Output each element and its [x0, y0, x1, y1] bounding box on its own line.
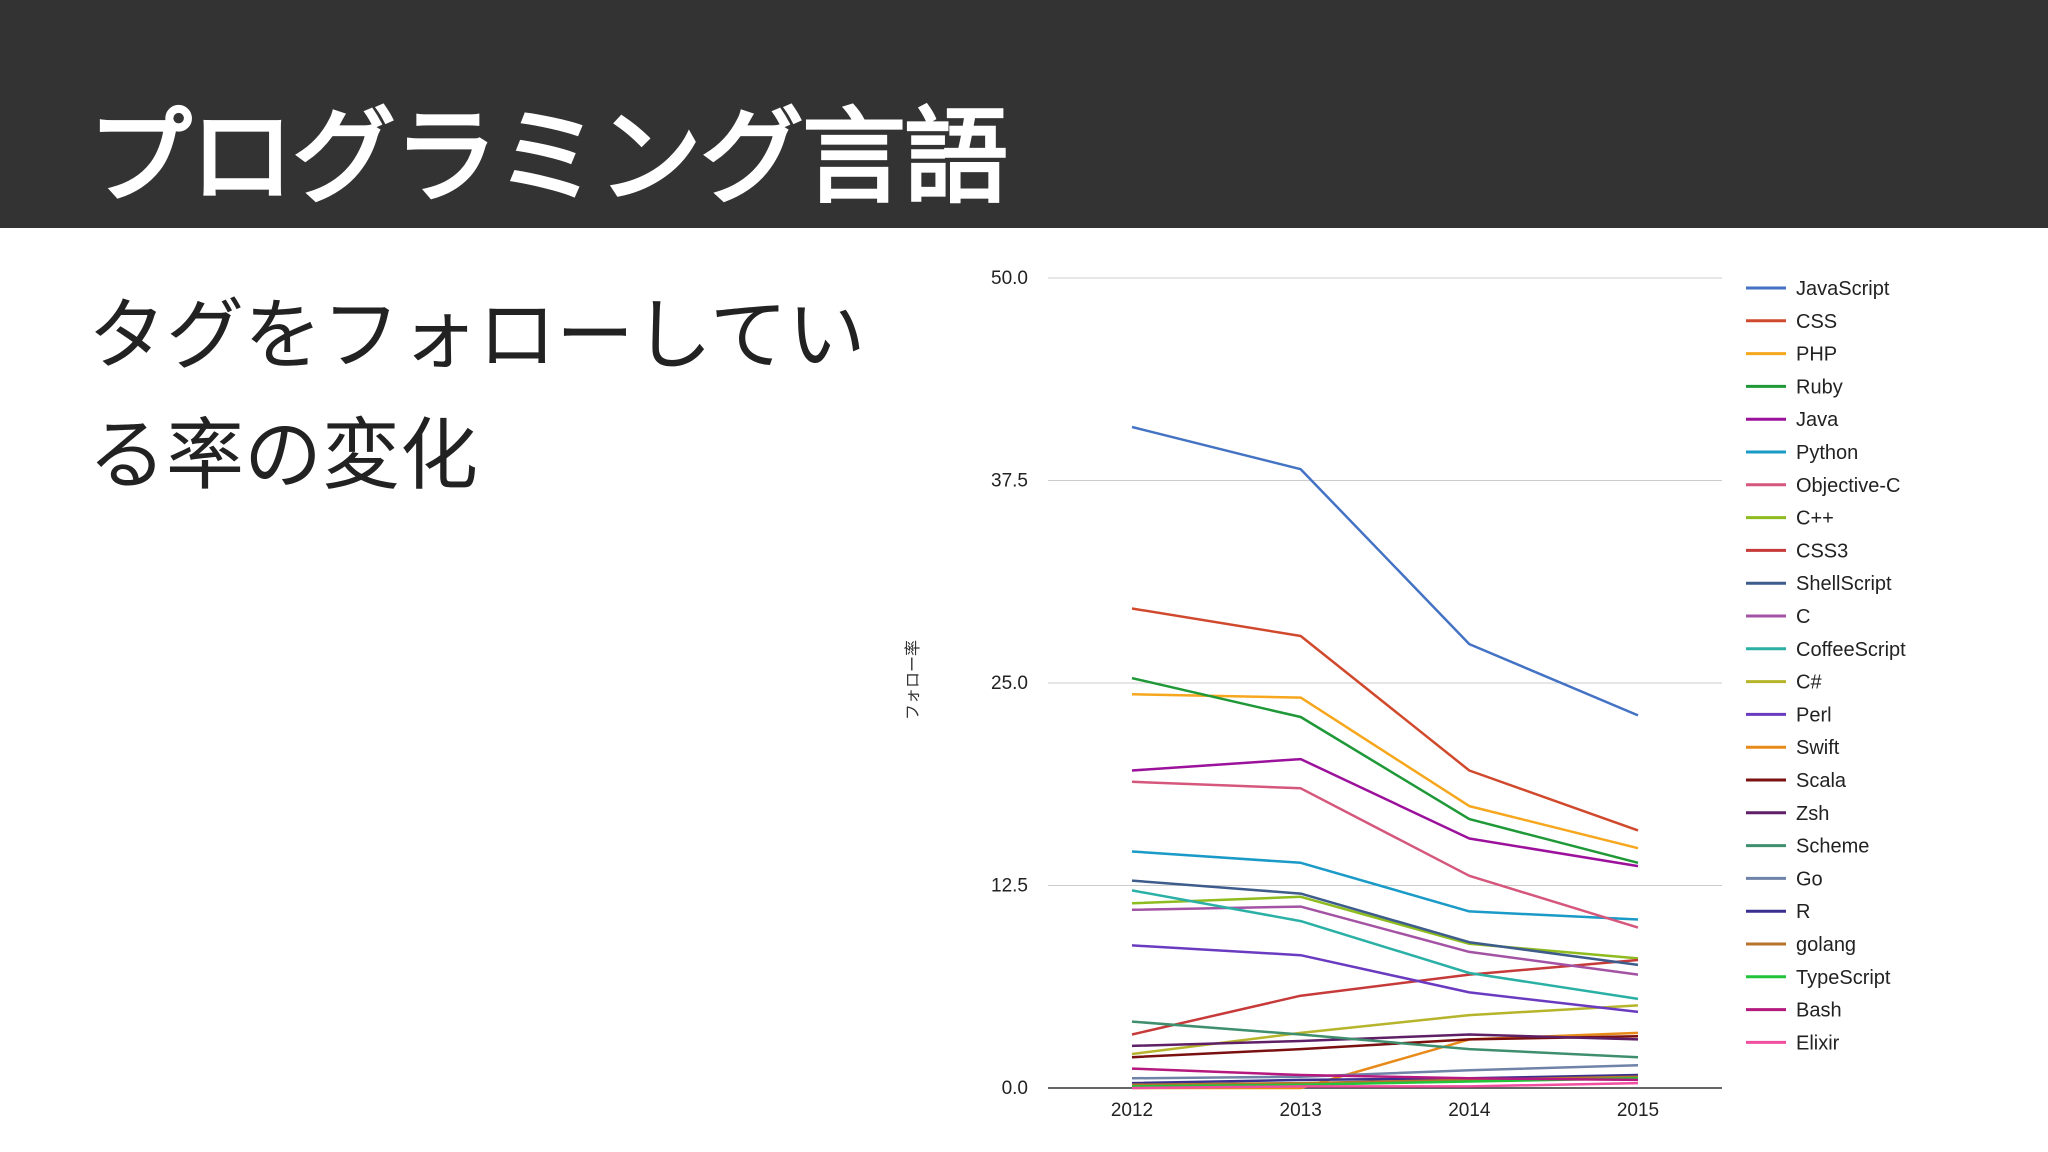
- legend-label: PHP: [1796, 344, 1837, 366]
- series-line: [1131, 1081, 1639, 1090]
- legend-label: R: [1796, 901, 1810, 923]
- series-line: [1131, 889, 1639, 1001]
- title-bar: プログラミング言語: [0, 0, 2048, 228]
- series-line: [1131, 425, 1639, 717]
- legend-label: Ruby: [1796, 376, 1843, 398]
- legend-label: Swift: [1796, 737, 1840, 759]
- series-line: [1131, 780, 1639, 929]
- legend-label: CoffeeScript: [1796, 639, 1906, 661]
- legend-label: Scala: [1796, 770, 1847, 792]
- legend-label: JavaScript: [1796, 278, 1890, 300]
- slide-subtitle: タグをフォローしてい る率の変化: [88, 276, 888, 516]
- series-line: [1131, 895, 1639, 960]
- legend-label: C++: [1796, 508, 1834, 530]
- x-tick-label: 2015: [1617, 1100, 1659, 1121]
- legend-label: Java: [1796, 409, 1839, 431]
- series-line: [1131, 607, 1639, 832]
- legend-label: TypeScript: [1796, 967, 1891, 989]
- legend-label: Bash: [1796, 1000, 1842, 1022]
- legend-label: golang: [1796, 934, 1856, 956]
- x-tick-label: 2013: [1280, 1100, 1322, 1121]
- series-line: [1131, 676, 1639, 865]
- series-line: [1131, 1033, 1639, 1048]
- legend-label: Perl: [1796, 704, 1832, 726]
- subtitle-line-2: る率の変化: [88, 411, 479, 501]
- y-tick-label: 50.0: [991, 268, 1028, 289]
- series-line: [1131, 1064, 1639, 1080]
- y-axis-label: フォロー率: [903, 640, 922, 720]
- legend-label: Go: [1796, 868, 1823, 890]
- line-chart: 0.0 12.5 25.0 37.5 50.0 2012 2013 2014 2015 フォロー率…: [903, 268, 1906, 1121]
- y-tick-label: 37.5: [991, 471, 1028, 492]
- series-line: [1131, 879, 1639, 967]
- legend-label: CSS: [1796, 311, 1837, 333]
- subtitle-line-1: タグをフォローしてい: [88, 291, 866, 381]
- series-line: [1131, 757, 1639, 868]
- legend-label: ShellScript: [1796, 573, 1892, 595]
- legend-label: Objective-C: [1796, 475, 1900, 497]
- legend-label: Scheme: [1796, 836, 1869, 858]
- series-line: [1131, 1067, 1639, 1082]
- series-line: [1131, 944, 1639, 1014]
- x-tick-label: 2014: [1448, 1100, 1491, 1121]
- series-line: [1131, 905, 1639, 976]
- x-tick-label: 2012: [1111, 1100, 1153, 1121]
- legend-label: C#: [1796, 672, 1822, 694]
- series-line: [1131, 693, 1639, 850]
- legend-label: C: [1796, 606, 1810, 628]
- series-line: [1131, 1020, 1639, 1059]
- slide-title: プログラミング言語: [88, 96, 1008, 218]
- legend-label: Python: [1796, 442, 1858, 464]
- legend-label: Zsh: [1796, 803, 1829, 825]
- legend-label: CSS3: [1796, 540, 1848, 562]
- series-line: [1131, 1004, 1639, 1056]
- series-line: [1131, 850, 1639, 921]
- y-tick-label: 0.0: [1002, 1078, 1028, 1099]
- y-tick-label: 12.5: [991, 876, 1028, 897]
- legend-label: Elixir: [1796, 1032, 1840, 1054]
- series-line: [1131, 958, 1639, 1036]
- series-line: [1131, 1073, 1639, 1085]
- y-tick-label: 25.0: [991, 673, 1028, 694]
